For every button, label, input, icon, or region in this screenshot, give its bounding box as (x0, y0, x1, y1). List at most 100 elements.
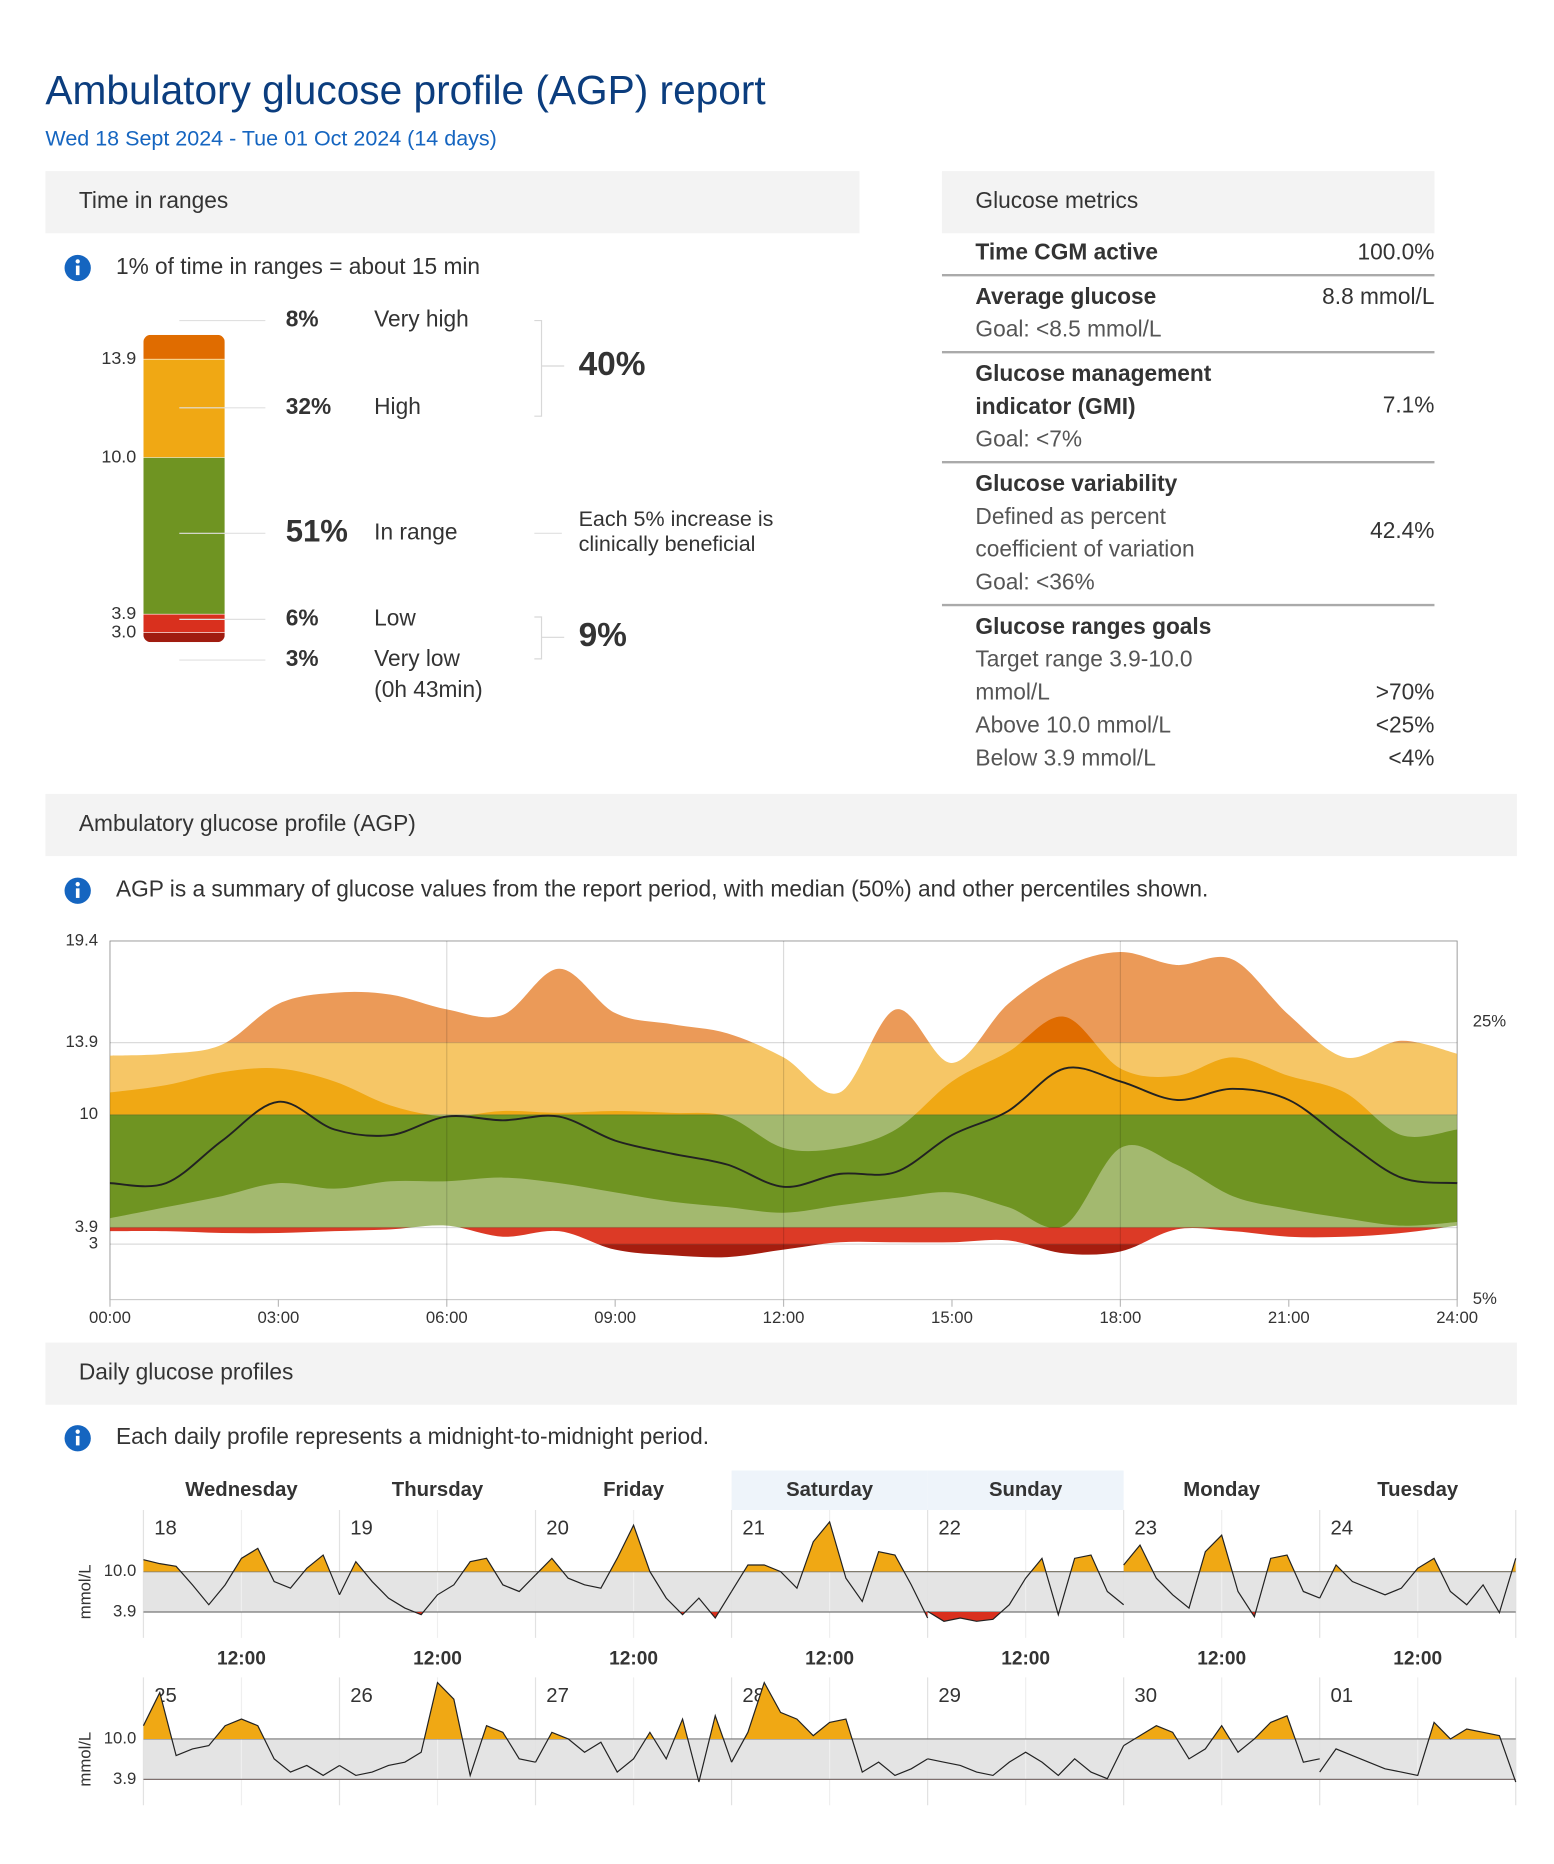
section-header (941, 171, 1435, 234)
glucose-trace (339, 1681, 536, 1778)
weekday-label: Saturday (786, 1479, 874, 1501)
median-line (109, 1066, 1458, 1188)
day-label: 01 (1330, 1685, 1353, 1707)
info-text: 1% of time in ranges = about 15 min (116, 253, 480, 279)
x-tick-label: 12:00 (1197, 1648, 1246, 1669)
info-icon-dot (75, 259, 80, 264)
above-range-area (548, 1715, 724, 1739)
report-subtitle: Wed 18 Sept 2024 - Tue 01 Oct 2024 (14 d… (45, 127, 496, 151)
percentile-band-inner (1020, 1016, 1095, 1043)
weekday-label: Tuesday (1377, 1479, 1459, 1501)
above-range-area (1134, 1715, 1296, 1739)
percentile-band-outer (225, 952, 1419, 1043)
day-label: 30 (1134, 1685, 1157, 1707)
weekday-label: Sunday (989, 1479, 1063, 1501)
percentile-band-outer (109, 1227, 1445, 1245)
metric-detail: Goal: <8.5 mmol/L (975, 316, 1161, 342)
goal-label: Target range 3.9-10.0 (975, 646, 1192, 672)
range-segment (143, 359, 225, 458)
above-range-area (1123, 1535, 1295, 1572)
report-title: Ambulatory glucose profile (AGP) report (45, 67, 765, 113)
day-label: 27 (546, 1685, 569, 1707)
y-tick-label: 13.9 (65, 1032, 98, 1051)
glucose-trace (731, 1681, 928, 1777)
day-label: 18 (154, 1517, 177, 1539)
x-tick-label: 18:00 (1099, 1308, 1141, 1327)
info-icon-stem (75, 888, 80, 898)
glucose-trace (1123, 1534, 1320, 1619)
goal-label: mmol/L (975, 679, 1049, 705)
range-name: Low (374, 604, 416, 630)
above-range-area (143, 1692, 265, 1739)
x-tick-label: 00:00 (89, 1308, 131, 1327)
goal-label: Below 3.9 mmol/L (975, 744, 1155, 770)
glucose-trace (143, 1547, 341, 1606)
metric-value: 8.8 mmol/L (1322, 283, 1434, 309)
percentile-label: 5% (1473, 1289, 1497, 1308)
above-range-area (743, 1521, 905, 1572)
range-segment (143, 457, 225, 615)
range-name: Very low (374, 645, 460, 671)
metric-detail: Goal: <36% (975, 569, 1094, 595)
x-tick-label: 24:00 (1436, 1308, 1478, 1327)
x-tick-label: 15:00 (931, 1308, 973, 1327)
percentile-band-inner (109, 1114, 1458, 1228)
day-label: 19 (350, 1517, 373, 1539)
above-range-area (744, 1682, 853, 1739)
info-text: AGP is a summary of glucose values from … (116, 876, 1208, 902)
day-label: 29 (938, 1685, 961, 1707)
day-label: 24 (1330, 1517, 1353, 1539)
group-bracket (534, 319, 565, 417)
below-range-area (535, 1612, 732, 1618)
range-note: Each 5% increase is (579, 507, 774, 531)
range-percent: 51% (286, 514, 348, 549)
glucose-trace (338, 1557, 536, 1616)
section-title: Time in ranges (79, 187, 228, 213)
weekday-label: Friday (603, 1479, 665, 1501)
metric-value: 100.0% (1357, 239, 1434, 265)
y-tick-label: 19.4 (65, 930, 98, 949)
above-range-area (424, 1682, 507, 1739)
x-tick-label: 12:00 (1001, 1648, 1050, 1669)
very-low-time: (0h 43min) (374, 676, 483, 702)
group-total: 9% (579, 617, 627, 654)
metric-detail: Defined as percent (975, 503, 1166, 529)
y-tick-label: 3.9 (113, 1769, 136, 1788)
percentile-band-inner (1049, 1227, 1059, 1228)
day-label: 26 (350, 1685, 373, 1707)
weekend-shade (927, 1470, 1124, 1510)
y-tick-label: 3.9 (75, 1217, 98, 1236)
metric-detail: Goal: <7% (975, 426, 1082, 452)
x-tick-label: 12:00 (1393, 1648, 1442, 1669)
x-tick-label: 12:00 (805, 1648, 854, 1669)
glucose-trace (731, 1520, 929, 1619)
boundary-label: 13.9 (101, 348, 136, 368)
metric-label: Glucose variability (975, 470, 1177, 496)
metric-value: 42.4% (1370, 517, 1434, 543)
x-tick-label: 12:00 (217, 1648, 266, 1669)
percentile-band-inner (109, 1042, 1373, 1115)
day-label: 20 (546, 1517, 569, 1539)
range-segment (143, 632, 225, 643)
metric-label: Average glucose (975, 283, 1156, 309)
goal-value: >70% (1376, 679, 1435, 705)
weekday-label: Wednesday (185, 1479, 298, 1501)
boundary-label: 10.0 (101, 447, 136, 467)
above-range-area (538, 1525, 650, 1572)
day-label: 23 (1134, 1517, 1157, 1539)
range-segment (143, 334, 225, 360)
glucose-trace (535, 1523, 733, 1620)
goal-value: <25% (1376, 711, 1435, 737)
range-percent: 6% (286, 604, 319, 630)
x-tick-label: 12:00 (413, 1648, 462, 1669)
range-note: clinically beneficial (579, 532, 756, 556)
day-label: 22 (938, 1517, 961, 1539)
boundary-label: 3.9 (111, 603, 136, 623)
y-axis-label: mmol/L (75, 1564, 94, 1619)
x-tick-label: 09:00 (594, 1308, 636, 1327)
metric-detail: coefficient of variation (975, 536, 1194, 562)
x-tick-label: 06:00 (426, 1308, 468, 1327)
range-segment (143, 614, 225, 633)
y-tick-label: 10.0 (104, 1728, 137, 1747)
